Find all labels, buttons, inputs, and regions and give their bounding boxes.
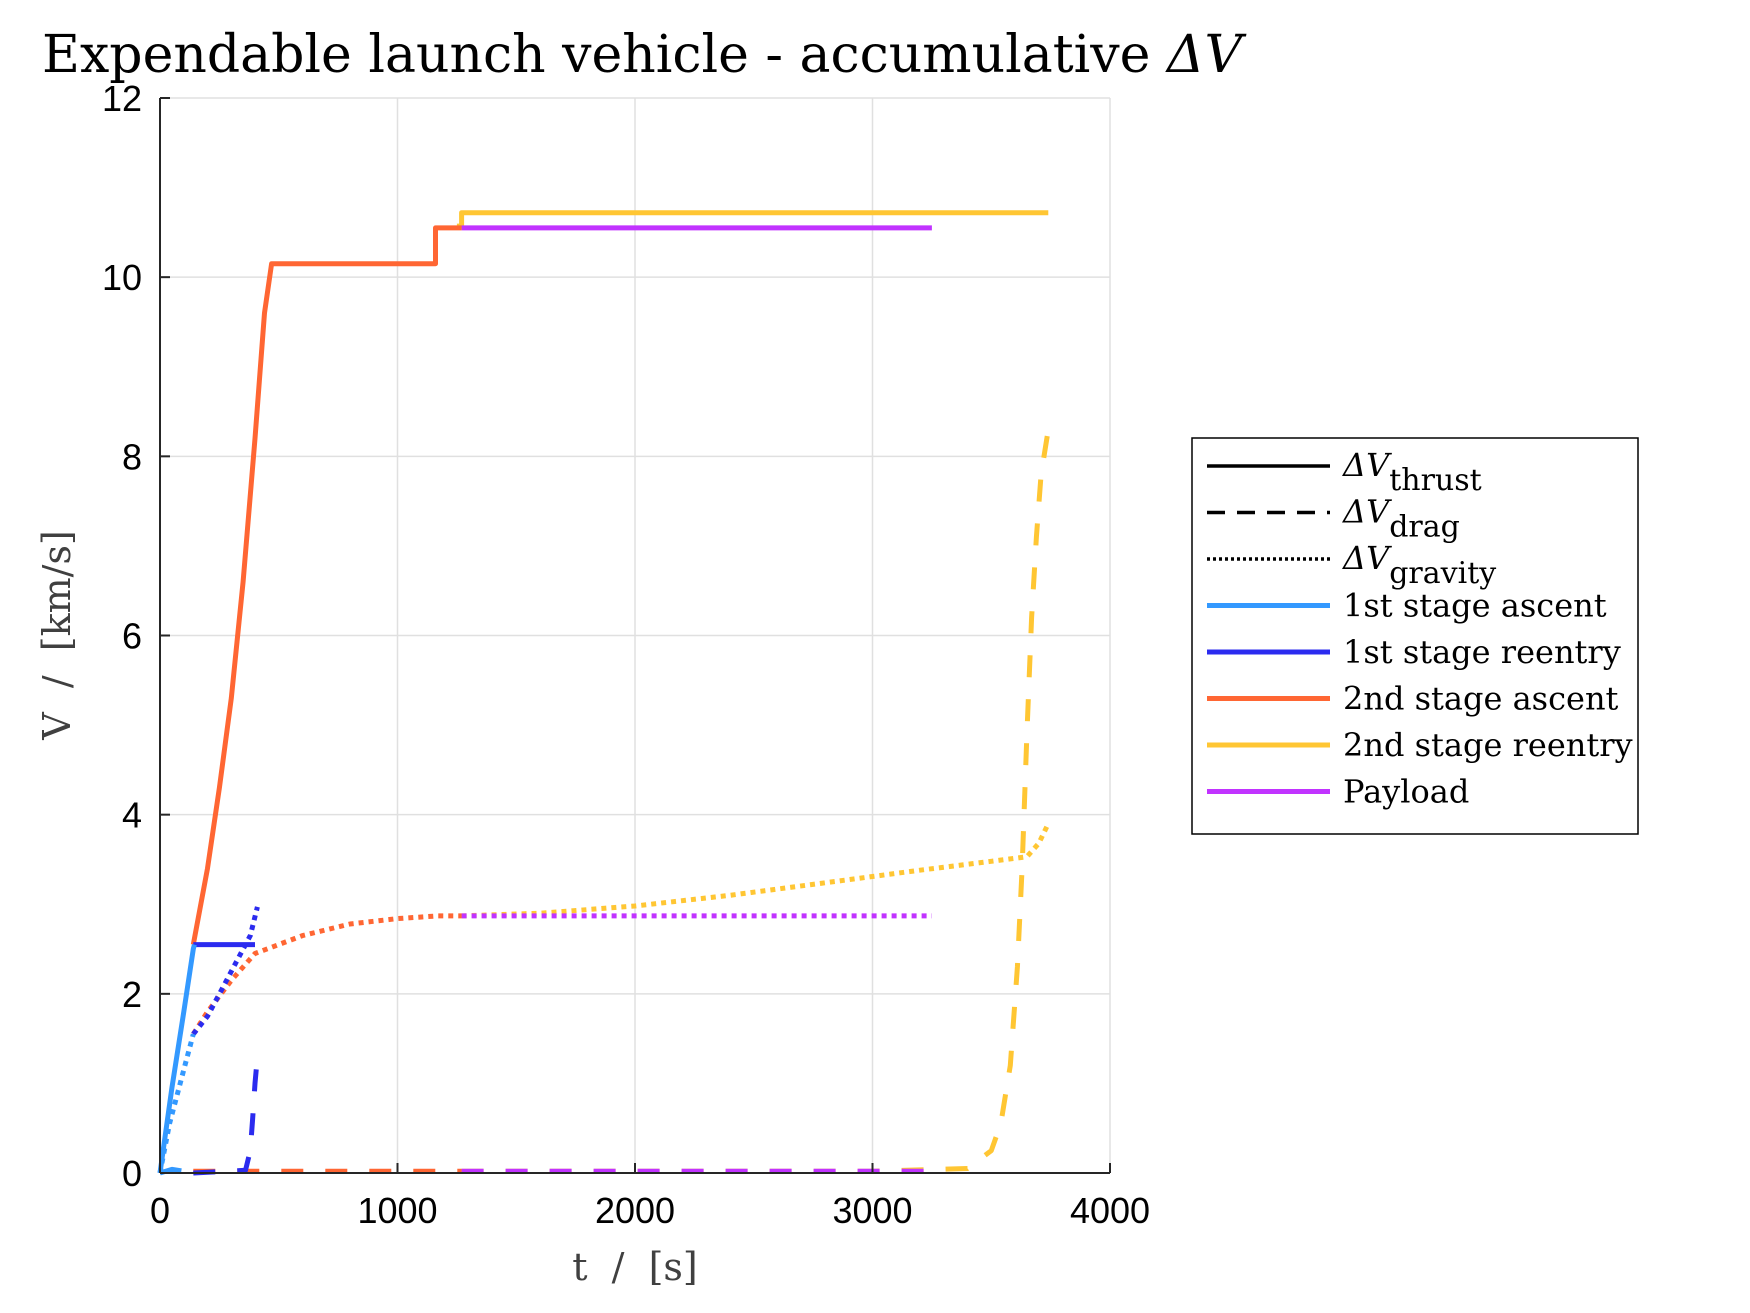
legend-label-2nd-stage-ascent: 2nd stage ascent [1343, 680, 1619, 718]
series-2nd-stage-ascent-thrust [190, 225, 462, 946]
x-tick-label: 0 [150, 1190, 170, 1231]
series-1st-stage-ascent-thrust [157, 943, 197, 1174]
grid [160, 97, 1111, 1173]
series-1st-stage-ascent-drag [159, 1166, 194, 1176]
x-axis-label: t / [s] [572, 1245, 698, 1289]
legend-label-subscript: thrust [1389, 463, 1482, 498]
legend-label-thrust: ΔVthrust [1341, 446, 1482, 498]
x-tick-label: 2000 [595, 1190, 675, 1231]
y-axis-label: V / [km/s] [35, 530, 79, 741]
legend-label-base: ΔV [1341, 493, 1392, 531]
y-axis-ticks: 0 2 4 6 8 10 12 [102, 78, 170, 1194]
y-tick-label: 6 [122, 616, 142, 657]
legend-label-base: ΔV [1341, 539, 1392, 577]
legend-label-payload: Payload [1343, 773, 1469, 811]
legend-label-subscript: drag [1389, 510, 1460, 545]
x-tick-label: 4000 [1070, 1190, 1150, 1231]
y-tick-label: 0 [122, 1153, 142, 1194]
legend-label-gravity: ΔVgravity [1341, 539, 1496, 591]
x-tick-label: 1000 [357, 1190, 437, 1231]
series-2nd-stage-reentry-drag [461, 429, 1051, 1174]
y-tick-label: 12 [102, 78, 142, 119]
y-tick-label: 10 [102, 257, 142, 298]
series-1st-stage-reentry-drag [193, 1056, 260, 1176]
legend-label-1st-stage-ascent: 1st stage ascent [1343, 587, 1607, 625]
x-tick-label: 3000 [832, 1190, 912, 1231]
legend-label-2nd-stage-reentry: 2nd stage reentry [1343, 726, 1633, 764]
y-tick-label: 8 [122, 436, 142, 477]
series-layer [157, 210, 1051, 1176]
x-axis-ticks: 0 1000 2000 3000 4000 [150, 1163, 1150, 1231]
y-tick-label: 4 [122, 795, 142, 836]
series-2nd-stage-reentry-gravity [461, 822, 1051, 919]
y-tick-label: 2 [122, 974, 142, 1015]
legend-label-base: ΔV [1341, 446, 1392, 484]
chart-title-text: Expendable launch vehicle - accumulative [42, 25, 1167, 85]
chart-title-symbol: ΔV [1165, 25, 1247, 85]
legend-box [1191, 437, 1639, 835]
legend-label-subscript: gravity [1389, 556, 1496, 591]
series-2nd-stage-ascent-gravity [191, 913, 462, 1036]
legend-label-drag: ΔVdrag [1341, 493, 1460, 545]
legend-label-1st-stage-reentry: 1st stage reentry [1343, 633, 1621, 671]
chart-title: Expendable launch vehicle - accumulative… [42, 25, 1246, 85]
